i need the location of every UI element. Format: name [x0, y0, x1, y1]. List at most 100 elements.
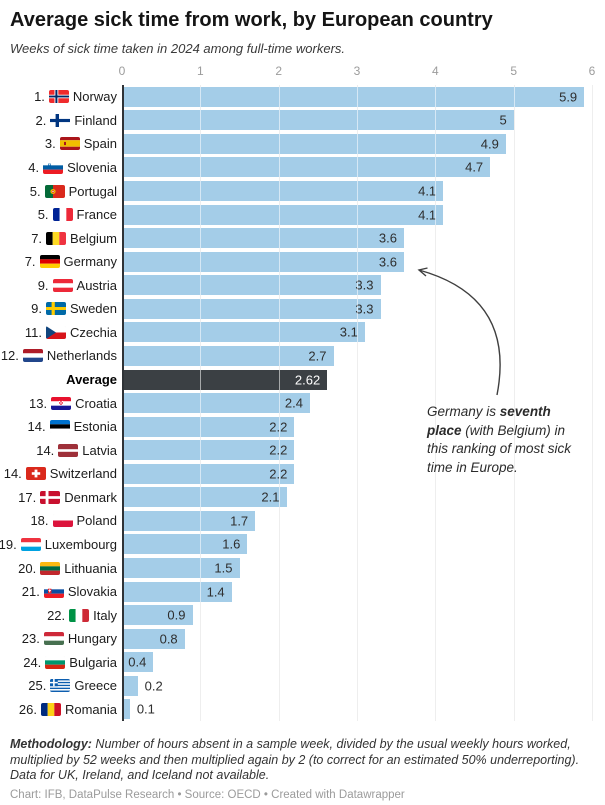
annotation-part1: Germany is: [427, 404, 500, 419]
bar[interactable]: [122, 628, 185, 649]
row-label: 1. Norway: [10, 89, 122, 104]
bar[interactable]: [122, 534, 248, 555]
bar[interactable]: [122, 652, 154, 673]
bar[interactable]: [122, 204, 444, 225]
bar-value-label: 1.5: [214, 560, 233, 576]
row-label: 25. Greece: [10, 678, 122, 693]
bar-value-label: 3.6: [378, 230, 397, 246]
row-label: 14. Switzerland: [4, 466, 122, 481]
bar[interactable]: [122, 675, 138, 696]
row-label: 22. Italy: [10, 608, 122, 623]
country-name: Germany: [63, 254, 117, 270]
flag-lithuania-icon: [40, 561, 61, 575]
row-label: 18. Poland: [10, 513, 122, 528]
bar[interactable]: [122, 487, 287, 508]
bar[interactable]: [122, 369, 328, 390]
bar[interactable]: [122, 558, 240, 579]
bar[interactable]: [122, 393, 310, 414]
chart-row: 9. Sweden 3.3: [10, 297, 592, 321]
row-rank: 4.: [28, 159, 40, 175]
bar[interactable]: [122, 581, 232, 602]
row-rank: 3.: [44, 136, 56, 152]
flag-poland-icon: [52, 514, 73, 528]
bar-track: 0.9: [122, 605, 592, 626]
country-name: Average: [66, 372, 117, 388]
bar[interactable]: [122, 463, 295, 484]
gridline: [592, 85, 593, 721]
bar-track: 4.1: [122, 181, 592, 202]
bar[interactable]: [122, 251, 404, 272]
bar-value-label: 0.8: [159, 631, 178, 647]
bar[interactable]: [122, 228, 404, 249]
x-axis-tick: 6: [588, 64, 596, 78]
flag-switzerland-icon: [25, 467, 46, 481]
bar[interactable]: [122, 322, 365, 343]
bar[interactable]: [122, 275, 381, 296]
row-label: 9. Austria: [10, 278, 122, 293]
flag-romania-icon: [40, 702, 61, 716]
methodology-text: Number of hours absent in a sample week,…: [10, 737, 580, 783]
country-name: Luxembourg: [44, 536, 117, 552]
bar-track: 3.1: [122, 322, 592, 343]
bar-value-label: 1.4: [206, 584, 225, 600]
flag-austria-icon: [52, 278, 73, 292]
country-name: Spain: [83, 136, 117, 152]
country-name: Portugal: [68, 183, 117, 199]
country-name: Slovenia: [67, 159, 117, 175]
row-rank: 5.: [37, 207, 49, 223]
chart-row: Average 2.62: [10, 368, 592, 392]
row-label: 2. Finland: [10, 113, 122, 128]
chart-row: 13. Croatia 2.4: [10, 391, 592, 415]
country-name: Netherlands: [46, 348, 117, 364]
country-name: Estonia: [73, 419, 117, 435]
bar[interactable]: [122, 440, 295, 461]
row-label: 13. Croatia: [10, 396, 122, 411]
flag-italy-icon: [69, 608, 90, 622]
flag-norway-icon: [48, 90, 69, 104]
row-rank: 23.: [21, 631, 40, 647]
bar-track: 1.4: [122, 581, 592, 602]
country-name: Slovakia: [67, 584, 117, 600]
bar[interactable]: [122, 510, 256, 531]
row-rank: 9.: [37, 277, 49, 293]
row-label: 21. Slovakia: [10, 584, 122, 599]
bar-value-label: 0.9: [167, 607, 186, 623]
bar-value-label: 5: [499, 112, 507, 128]
bar-track: 2.2: [122, 463, 592, 484]
country-name: Romania: [64, 701, 117, 717]
row-rank: 24.: [23, 654, 42, 670]
bar[interactable]: [122, 181, 444, 202]
bar[interactable]: [122, 699, 130, 720]
row-label: Average: [10, 372, 122, 387]
flag-estonia-icon: [49, 420, 70, 434]
chart-row: 17. Denmark 2.1: [10, 486, 592, 510]
bar[interactable]: [122, 416, 295, 437]
bar[interactable]: [122, 157, 491, 178]
flag-slovenia-icon: [43, 160, 64, 174]
bar[interactable]: [122, 86, 585, 107]
chart-row: 7. Belgium 3.6: [10, 226, 592, 250]
chart-subtitle: Weeks of sick time taken in 2024 among f…: [10, 41, 346, 56]
bar[interactable]: [122, 298, 381, 319]
row-rank: 22.: [47, 607, 66, 623]
bar-track: 3.6: [122, 228, 592, 249]
flag-denmark-icon: [40, 490, 61, 504]
chart-row: 11. Czechia 3.1: [10, 321, 592, 345]
chart-row: 22. Italy 0.9: [10, 603, 592, 627]
country-name: Lithuania: [64, 560, 117, 576]
bar[interactable]: [122, 133, 506, 154]
x-axis: 0 1 2 3 4 5 6: [119, 64, 596, 80]
bar-track: 1.6: [122, 534, 592, 555]
country-name: France: [76, 207, 117, 223]
chart-row: 12. Netherlands 2.7: [1, 344, 592, 368]
chart-row: 14. Latvia 2.2: [10, 438, 592, 462]
country-name: Norway: [72, 89, 117, 105]
flag-finland-icon: [50, 113, 71, 127]
chart-row: 14. Estonia 2.2: [10, 415, 592, 439]
bar[interactable]: [122, 110, 514, 131]
gridline: [592, 85, 593, 721]
bar[interactable]: [122, 345, 334, 366]
x-axis-tick: 3: [353, 64, 361, 78]
bar[interactable]: [122, 605, 193, 626]
